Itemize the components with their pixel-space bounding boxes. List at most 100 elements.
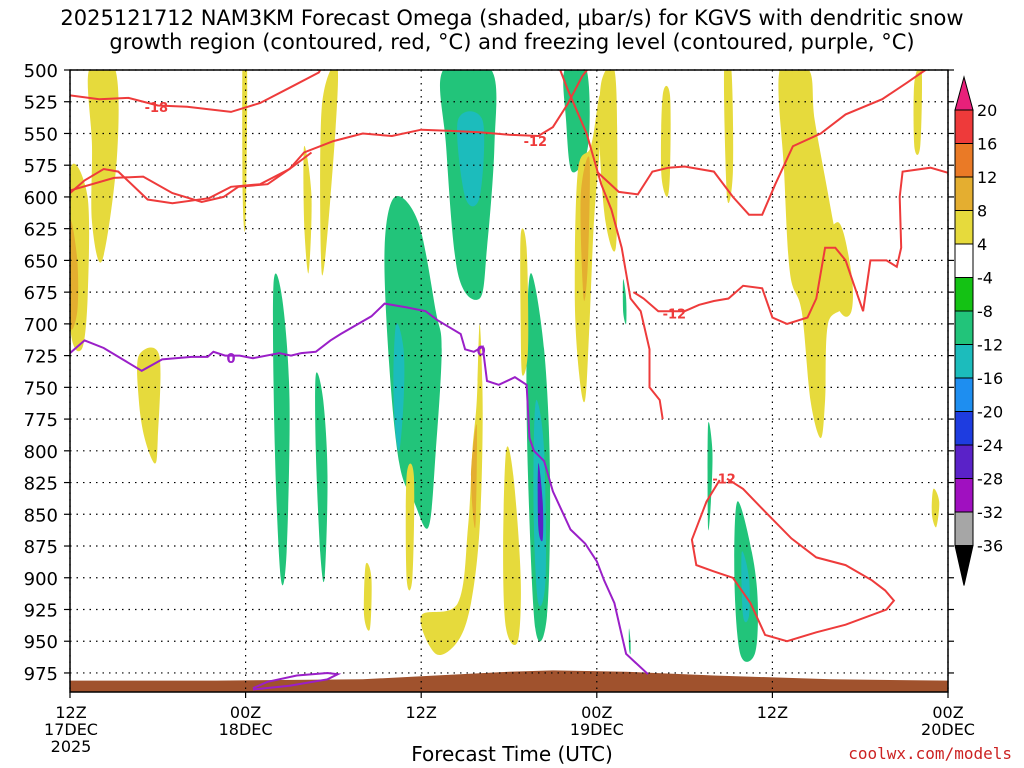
ytick-label-750: 750 — [24, 378, 58, 399]
dgz-label-2: -12 — [524, 135, 548, 150]
omega-shading-layer — [70, 70, 940, 662]
omega-region-1 — [70, 220, 79, 330]
ytick-label-925: 925 — [24, 600, 58, 621]
freezing-level-line — [70, 302, 649, 675]
omega-region-12 — [457, 111, 485, 207]
dgz-contour-3 — [632, 166, 948, 325]
ytick-label-600: 600 — [24, 188, 58, 209]
chart-title-line-1: 2025121712 NAM3KM Forecast Omega (shaded… — [60, 6, 964, 30]
xtick-label-36-1: 19DEC — [570, 720, 624, 739]
dgz-contour-1 — [70, 70, 589, 204]
terrain-layer — [70, 670, 948, 692]
colorbar-swatch-8 — [954, 344, 974, 379]
xtick-label-12-1: 18DEC — [219, 720, 273, 739]
ytick-label-625: 625 — [24, 220, 58, 241]
dgz-contour-6 — [690, 477, 896, 643]
colorbar-label-5: -4 — [977, 269, 993, 288]
dgz-contour-4 — [70, 151, 313, 205]
xtick-label-12-0: 00Z — [230, 703, 261, 722]
xtick-label-48-0: 12Z — [757, 703, 788, 722]
ytick-label-875: 875 — [24, 537, 58, 558]
omega-region-24 — [470, 424, 478, 529]
omega-region-7 — [272, 273, 290, 586]
colorbar-swatch-3 — [954, 176, 974, 211]
dendritic-growth-contours: -18 -12 -12 -12 — [70, 70, 948, 643]
omega-region-8 — [315, 372, 328, 583]
colorbar-swatch-11 — [954, 444, 974, 479]
omega-region-3 — [137, 347, 161, 464]
colorbar-bottom-arrow — [954, 545, 974, 586]
omega-region-32 — [778, 70, 846, 439]
dgz-contour-5 — [596, 70, 948, 216]
colorbar-swatch-9 — [954, 377, 974, 412]
ytick-label-725: 725 — [24, 347, 58, 368]
colorbar-label-4: 4 — [977, 235, 987, 254]
colorbar-swatch-12 — [954, 478, 974, 513]
colorbar-label-8: -16 — [977, 369, 1003, 388]
ytick-label-700: 700 — [24, 315, 58, 336]
omega-region-19 — [707, 421, 713, 531]
colorbar-swatch-13 — [954, 511, 974, 546]
dgz-label-6: -12 — [712, 473, 736, 488]
colorbar: 20 16 12 8 4 -4 -8 -12 -16 -20 -24 -28 -32 -36 — [954, 75, 1003, 586]
colorbar-swatch-10 — [954, 411, 974, 446]
ytick-label-900: 900 — [24, 569, 58, 590]
x-axis-label: Forecast Time (UTC) — [411, 742, 613, 766]
omega-region-6 — [320, 70, 339, 276]
xtick-label-0-1: 17DEC — [44, 720, 98, 739]
terrain-surface — [70, 670, 948, 692]
omega-region-31 — [723, 70, 734, 204]
omega-region-36 — [363, 562, 372, 631]
ytick-label-575: 575 — [24, 156, 58, 177]
freezing-level-surface — [252, 671, 342, 691]
xtick-label-36-0: 00Z — [581, 703, 612, 722]
dgz-label-0: -18 — [145, 101, 169, 116]
colorbar-swatch-5 — [954, 243, 974, 278]
ytick-label-650: 650 — [24, 251, 58, 272]
y-axis-tick-labels: 500 525 550 575 600 625 650 675 700 725 750 775 800 8… — [24, 61, 58, 685]
colorbar-label-9: -20 — [977, 403, 1003, 422]
omega-region-35 — [931, 488, 940, 528]
ytick-label-550: 550 — [24, 124, 58, 145]
colorbar-label-0: 20 — [977, 101, 997, 120]
omega-region-34 — [913, 70, 923, 155]
xtick-label-60-1: 20DEC — [921, 720, 975, 739]
colorbar-label-2: 12 — [977, 168, 997, 187]
colorbar-label-6: -8 — [977, 302, 993, 321]
freezing-level-label-1: 0 — [477, 345, 486, 360]
chart-title-line-2: growth region (contoured, red, °C) and f… — [109, 30, 915, 54]
colorbar-swatch-1 — [954, 109, 974, 144]
omega-region-25 — [503, 446, 521, 646]
xtick-label-0-2: 2025 — [51, 737, 92, 756]
omega-region-22 — [405, 463, 415, 591]
colorbar-top-arrow — [954, 75, 974, 111]
colorbar-swatch-4 — [954, 210, 974, 245]
ytick-label-775: 775 — [24, 410, 58, 431]
colorbar-swatch-7 — [954, 310, 974, 345]
dgz-label-3: -12 — [663, 308, 687, 323]
ytick-label-850: 850 — [24, 505, 58, 526]
omega-region-21 — [741, 551, 750, 623]
omega-region-30 — [660, 85, 671, 197]
ytick-label-800: 800 — [24, 442, 58, 463]
colorbar-label-11: -28 — [977, 470, 1003, 489]
colorbar-label-3: 8 — [977, 202, 987, 221]
plot-frame — [64, 69, 954, 698]
omega-region-28 — [580, 156, 590, 301]
ytick-label-825: 825 — [24, 474, 58, 495]
ytick-label-500: 500 — [24, 61, 58, 82]
omega-region-29 — [599, 70, 618, 252]
ytick-label-950: 950 — [24, 632, 58, 653]
omega-region-2 — [87, 70, 119, 263]
omega-region-33 — [819, 222, 853, 317]
plot-border — [69, 69, 949, 693]
xtick-label-0-0: 12Z — [55, 703, 86, 722]
dgz-contour-0 — [70, 70, 322, 113]
colorbar-label-7: -12 — [977, 336, 1003, 355]
ytick-label-525: 525 — [24, 93, 58, 114]
colorbar-label-13: -36 — [977, 537, 1003, 556]
credit-link[interactable]: coolwx.com/models — [848, 744, 1012, 763]
xtick-label-60-0: 00Z — [932, 703, 963, 722]
